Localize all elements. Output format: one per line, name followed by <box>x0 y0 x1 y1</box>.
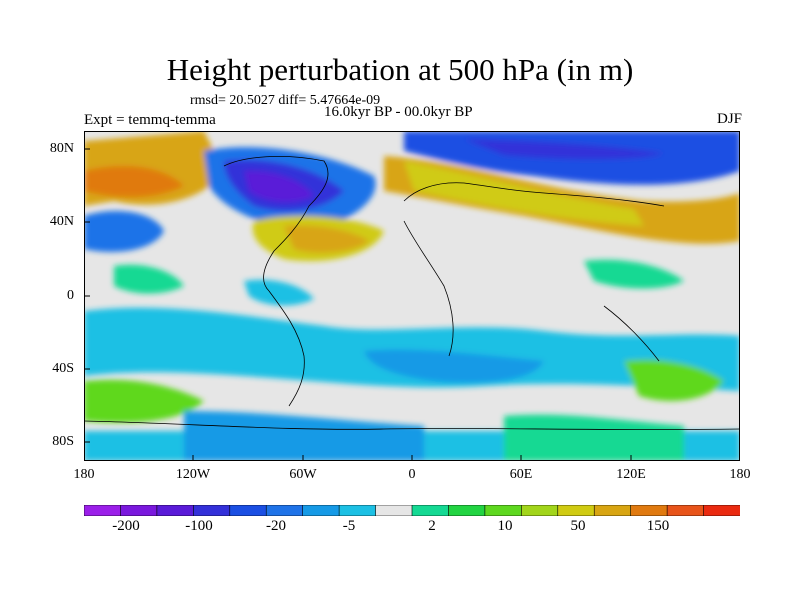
lat-label-80s: 80S <box>52 434 74 449</box>
colorbar-label: 50 <box>570 518 586 534</box>
colorbar-swatch <box>448 505 486 516</box>
contour-fills <box>84 131 740 461</box>
colorbar-swatch <box>338 505 377 516</box>
colorbar <box>84 505 740 516</box>
colorbar-label: -100 <box>185 518 213 534</box>
colorbar-swatch <box>375 505 413 516</box>
chart-title: Height perturbation at 500 hPa (in m) <box>166 52 634 87</box>
colorbar-swatch <box>120 505 158 516</box>
colorbar-swatch <box>229 505 267 516</box>
lon-label-180-right: 180 <box>729 467 751 482</box>
colorbar-swatch <box>484 505 522 516</box>
colorbar-swatch <box>84 505 122 516</box>
colorbar-swatch <box>593 505 632 516</box>
colorbar-swatch <box>411 505 450 516</box>
colorbar-swatch <box>193 505 231 516</box>
lon-label-180-left: 180 <box>73 467 95 482</box>
period-label: 16.0kyr BP - 00.0kyr BP <box>324 104 473 120</box>
colorbar-swatch <box>630 505 668 516</box>
lon-label-60w: 60W <box>289 467 317 482</box>
contour-map <box>84 131 740 461</box>
tick-marks <box>84 148 632 461</box>
colorbar-swatch <box>521 505 559 516</box>
coastlines <box>84 156 740 430</box>
lon-label-60e: 60E <box>509 467 533 482</box>
colorbar-swatch <box>666 505 705 516</box>
colorbar-label: 150 <box>646 518 670 534</box>
lon-label-0: 0 <box>408 467 416 482</box>
colorbar-swatch <box>302 505 340 516</box>
lat-label-80n: 80N <box>49 141 74 156</box>
colorbar-label: 10 <box>497 518 513 534</box>
colorbar-swatch <box>557 505 595 516</box>
lon-label-120w: 120W <box>175 467 211 482</box>
colorbar-label: 2 <box>428 518 436 534</box>
season-label: DJF <box>716 111 742 127</box>
lat-label-40n: 40N <box>49 214 74 229</box>
colorbar-label: -5 <box>342 518 356 534</box>
colorbar-label: -20 <box>266 518 286 534</box>
rmsd-diff-label: rmsd= 20.5027 diff= 5.47664e-09 <box>190 93 381 108</box>
lat-label-0: 0 <box>67 288 74 303</box>
lon-label-120e: 120E <box>616 467 646 482</box>
colorbar-swatch <box>265 505 304 516</box>
colorbar-swatch <box>703 505 740 516</box>
colorbar-swatch <box>156 505 194 516</box>
colorbar-label: -200 <box>112 518 140 534</box>
lat-label-40s: 40S <box>52 361 74 376</box>
experiment-label: Expt = temmq-temma <box>84 112 216 128</box>
